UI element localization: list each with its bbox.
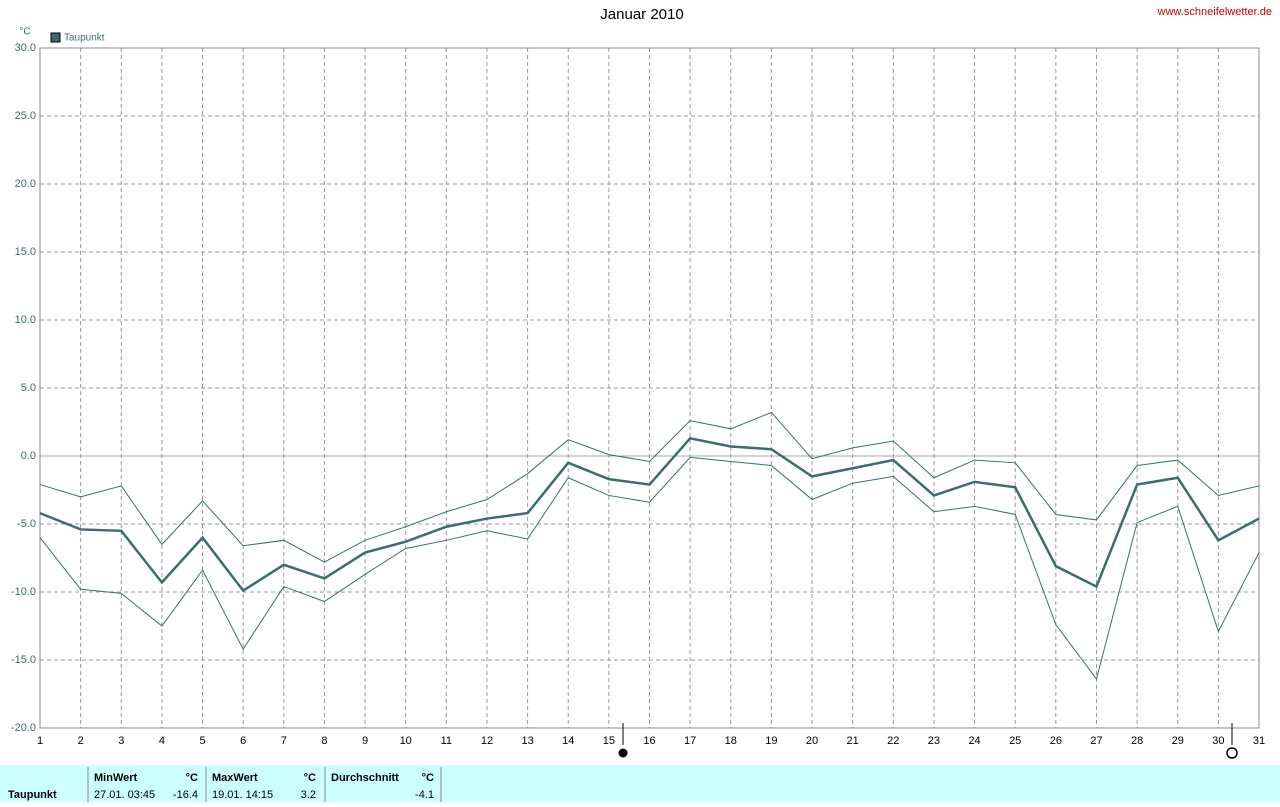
source: www.schneifelwetter.de	[1157, 6, 1272, 18]
x-tick-label: 5	[199, 735, 205, 747]
x-tick-label: 10	[400, 735, 412, 747]
avg-unit: °C	[422, 772, 434, 784]
x-tick-label: 17	[684, 735, 696, 747]
x-tick-label: 8	[321, 735, 327, 747]
x-tick-label: 11	[441, 735, 452, 747]
x-tick-label: 13	[521, 735, 533, 747]
y-tick-label: -15.0	[11, 654, 36, 666]
x-tick-label: 12	[481, 735, 493, 747]
chart-title: Januar 2010	[600, 6, 683, 23]
y-tick-label: 25.0	[15, 110, 36, 122]
y-tick-label: 10.0	[15, 314, 36, 326]
x-tick-label: 15	[603, 735, 615, 747]
avg-value: -4.1	[415, 789, 434, 801]
x-tick-label: 21	[847, 735, 859, 747]
new-moon-icon	[1226, 747, 1238, 759]
y-tick-label: -20.0	[11, 722, 36, 734]
range-line	[39, 411, 1260, 563]
x-tick-label: 30	[1212, 735, 1224, 747]
x-tick-label: 18	[725, 735, 737, 747]
legend: Taupunkt	[50, 32, 105, 44]
x-tick-label: 4	[159, 735, 165, 747]
x-tick-label: 25	[1009, 735, 1021, 747]
max-title: MaxWert	[212, 772, 258, 784]
x-tick-label: 31	[1253, 735, 1265, 747]
y-tick-label: 30.0	[15, 42, 36, 54]
x-tick-label: 3	[118, 735, 124, 747]
x-tick-label: 23	[928, 735, 940, 747]
legend-label: Taupunkt	[64, 33, 105, 44]
x-tick-label: 19	[765, 735, 777, 747]
footer-bar	[0, 765, 1280, 802]
x-tick-label: 28	[1131, 735, 1143, 747]
avg-title: Durchschnitt	[331, 772, 399, 784]
x-tick-label: 27	[1090, 735, 1102, 747]
y-unit: °C	[19, 27, 30, 38]
min-title: MinWert	[94, 772, 138, 784]
plot-frame	[39, 47, 1260, 729]
legend-swatch	[50, 32, 61, 43]
max-value: 3.2	[301, 789, 316, 801]
x-tick-label: 9	[362, 735, 368, 747]
x-tick-label: 6	[240, 735, 246, 747]
x-tick-label: 1	[37, 735, 43, 747]
y-tick-label: 20.0	[15, 178, 36, 190]
x-tick-label: 16	[643, 735, 655, 747]
max-time: 19.01. 14:15	[212, 789, 273, 801]
y-tick-label: -5.0	[17, 518, 36, 530]
x-tick-label: 29	[1172, 735, 1184, 747]
y-tick-label: 5.0	[21, 382, 36, 394]
y-tick-label: -10.0	[11, 586, 36, 598]
max-unit: °C	[304, 772, 316, 784]
x-tick-label: 20	[806, 735, 818, 747]
x-tick-label: 2	[78, 735, 84, 747]
min-time: 27.01. 03:45	[94, 789, 155, 801]
x-tick-label: 22	[887, 735, 899, 747]
mean-line	[39, 436, 1260, 593]
y-tick-label: 0.0	[21, 450, 36, 462]
x-tick-label: 14	[562, 735, 574, 747]
min-value: -16.4	[173, 789, 198, 801]
x-tick-label: 26	[1050, 735, 1062, 747]
full-moon-icon	[618, 748, 628, 758]
x-tick-label: 7	[281, 735, 287, 747]
footer-label: Taupunkt	[8, 789, 57, 801]
x-tick-label: 24	[968, 735, 980, 747]
y-tick-label: 15.0	[15, 246, 36, 258]
range-line	[39, 456, 1260, 681]
footer: Taupunkt MinWert °C 27.01. 03:45 -16.4 M…	[8, 767, 442, 802]
min-unit: °C	[186, 772, 198, 784]
